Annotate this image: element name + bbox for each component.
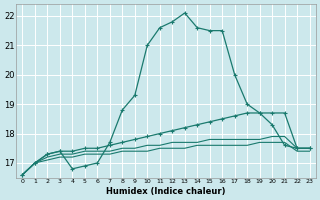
- X-axis label: Humidex (Indice chaleur): Humidex (Indice chaleur): [106, 187, 226, 196]
